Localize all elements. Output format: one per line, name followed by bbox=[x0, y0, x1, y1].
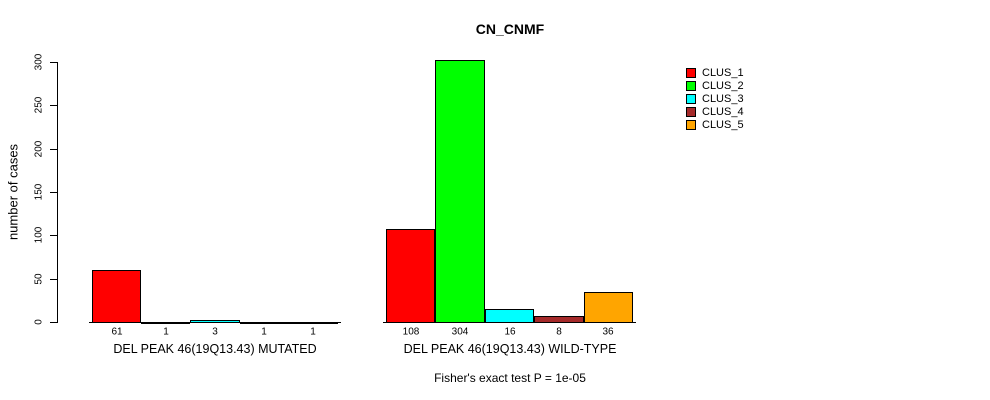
bar-clus_2 bbox=[141, 322, 190, 324]
group-label: DEL PEAK 46(19Q13.43) WILD-TYPE bbox=[403, 342, 617, 356]
legend-swatch-icon bbox=[686, 93, 696, 104]
bar-value-label: 108 bbox=[402, 326, 420, 338]
chart-title: CN_CNMF bbox=[475, 21, 545, 37]
legend: CLUS_1 CLUS_2 CLUS_3 CLUS_4 CLUS_5 bbox=[686, 66, 744, 131]
y-tick-label: 250 bbox=[33, 96, 45, 114]
y-tick-mark bbox=[50, 235, 57, 236]
annotation-text: Fisher's exact test P = 1e-05 bbox=[434, 371, 586, 385]
group-label: DEL PEAK 46(19Q13.43) MUTATED bbox=[113, 342, 317, 356]
y-tick-mark bbox=[50, 105, 57, 106]
y-tick-mark bbox=[50, 62, 57, 63]
bar-clus_5 bbox=[584, 292, 633, 323]
bar-value-label: 1 bbox=[261, 326, 267, 338]
legend-item-label: CLUS_4 bbox=[702, 105, 744, 118]
y-tick-label: 150 bbox=[33, 183, 45, 201]
y-axis-line bbox=[57, 62, 58, 323]
y-tick-mark bbox=[50, 149, 57, 150]
bar-clus_3 bbox=[190, 320, 240, 323]
bar-value-label: 8 bbox=[556, 326, 562, 338]
y-axis-label: number of cases bbox=[5, 143, 21, 241]
bar-value-label: 36 bbox=[602, 326, 614, 338]
y-tick-mark bbox=[50, 279, 57, 280]
legend-swatch-icon bbox=[686, 67, 696, 78]
legend-swatch-icon bbox=[686, 106, 696, 117]
legend-item-label: CLUS_3 bbox=[702, 92, 744, 105]
bar-value-label: 1 bbox=[163, 326, 169, 338]
y-tick-mark bbox=[50, 192, 57, 193]
legend-item-label: CLUS_2 bbox=[702, 79, 744, 92]
y-tick-label: 100 bbox=[33, 226, 45, 244]
bar-clus_4 bbox=[240, 322, 289, 324]
y-tick-label: 200 bbox=[33, 140, 45, 158]
bar-value-label: 1 bbox=[310, 326, 316, 338]
legend-swatch-icon bbox=[686, 80, 696, 91]
bar-value-label: 304 bbox=[451, 326, 469, 338]
y-tick-mark bbox=[50, 322, 57, 323]
legend-item-clus_1: CLUS_1 bbox=[686, 66, 744, 79]
y-tick-label: 0 bbox=[33, 319, 45, 325]
bar-clus_4 bbox=[534, 316, 584, 323]
bar-clus_1 bbox=[386, 229, 435, 323]
legend-item-clus_2: CLUS_2 bbox=[686, 79, 744, 92]
legend-item-label: CLUS_5 bbox=[702, 118, 744, 131]
bar-clus_3 bbox=[485, 309, 534, 323]
legend-swatch-icon bbox=[686, 119, 696, 130]
bar-clus_2 bbox=[435, 60, 485, 323]
legend-item-clus_3: CLUS_3 bbox=[686, 92, 744, 105]
legend-item-label: CLUS_1 bbox=[702, 66, 744, 79]
bar-clus_1 bbox=[92, 270, 141, 323]
bar-value-label: 61 bbox=[111, 326, 123, 338]
y-tick-label: 300 bbox=[33, 53, 45, 71]
bar-value-label: 16 bbox=[504, 326, 516, 338]
bar-value-label: 3 bbox=[212, 326, 218, 338]
legend-item-clus_4: CLUS_4 bbox=[686, 105, 744, 118]
legend-item-clus_5: CLUS_5 bbox=[686, 118, 744, 131]
bar-clus_5 bbox=[289, 322, 338, 324]
y-tick-label: 50 bbox=[33, 273, 45, 285]
